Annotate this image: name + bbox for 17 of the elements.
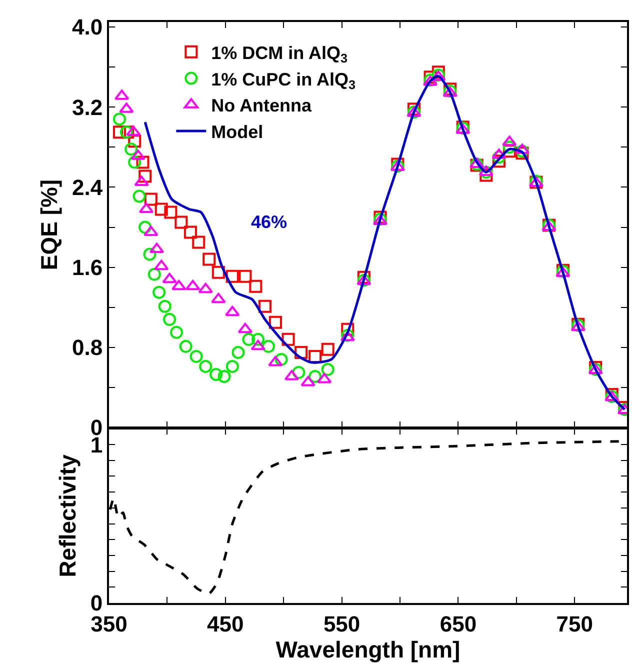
x-tick-label: 450 <box>207 611 244 636</box>
y-axis-title: EQE [%] <box>36 179 62 270</box>
y-tick-label: 0.8 <box>72 335 103 360</box>
x-tick-label: 650 <box>440 611 477 636</box>
y-tick-label: 4.0 <box>72 14 103 40</box>
y-tick-label: 2.4 <box>72 174 104 200</box>
y-tick-label: 3.2 <box>72 94 103 120</box>
legend-label: No Antenna <box>211 96 312 116</box>
y-tick-label: 1.6 <box>72 255 103 280</box>
y-axis-title: Reflectivity <box>54 454 80 578</box>
x-tick-label: 550 <box>323 611 360 636</box>
x-axis-title: Wavelength [nm] <box>276 636 460 662</box>
legend-label: Model <box>211 122 264 142</box>
x-tick-label: 750 <box>556 611 593 636</box>
annotation: 46% <box>251 212 288 232</box>
legend-label: 1% DCM in AlQ$_{3}$ <box>211 42 348 66</box>
legend-label: 1% CuPC in AlQ$_{3}$ <box>211 69 356 92</box>
